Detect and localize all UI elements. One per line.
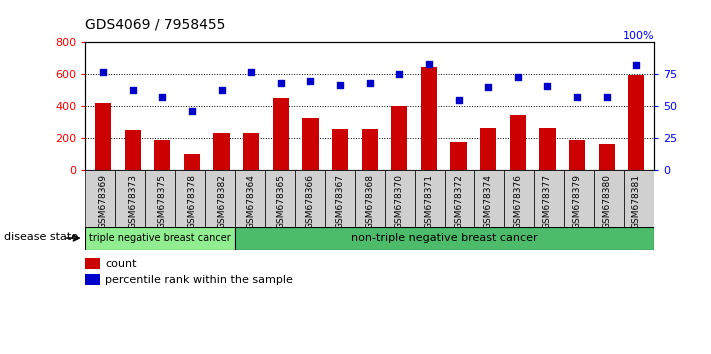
Bar (235, 227, 654, 250)
Point (127, 87, 139, 92)
Text: GSM678374: GSM678374 (483, 175, 493, 229)
Point (572, 95, 583, 100)
Bar (504, 170, 535, 227)
Bar (421, 67, 437, 170)
Bar (444, 170, 474, 227)
Text: GSM678379: GSM678379 (572, 175, 582, 229)
Text: 100%: 100% (623, 31, 654, 41)
Bar (624, 170, 654, 227)
Point (483, 84, 494, 90)
Bar (213, 133, 230, 170)
Bar (540, 128, 555, 170)
Bar (154, 141, 171, 170)
Point (305, 78, 316, 84)
Bar (362, 129, 378, 170)
Bar (85, 274, 100, 285)
Bar (95, 103, 111, 170)
Bar (145, 170, 175, 227)
Bar (235, 170, 265, 227)
Text: GSM678378: GSM678378 (188, 175, 196, 229)
Text: GSM678372: GSM678372 (454, 175, 463, 229)
Point (186, 108, 198, 114)
Point (631, 63, 642, 68)
Bar (569, 141, 585, 170)
Text: GSM678375: GSM678375 (158, 175, 167, 229)
Bar (124, 130, 141, 170)
Bar (480, 128, 496, 170)
Bar (385, 170, 415, 227)
Bar (175, 170, 205, 227)
Text: GSM678365: GSM678365 (277, 175, 285, 229)
Bar (415, 170, 444, 227)
Text: GSM678369: GSM678369 (99, 175, 107, 229)
Text: GSM678367: GSM678367 (336, 175, 345, 229)
Point (275, 80, 287, 86)
Point (423, 61, 434, 67)
Point (97, 69, 109, 75)
Bar (184, 154, 200, 170)
Bar (355, 170, 385, 227)
Point (601, 95, 612, 100)
Bar (302, 118, 319, 170)
Point (216, 87, 228, 92)
Text: GSM678371: GSM678371 (424, 175, 434, 229)
Text: GSM678377: GSM678377 (543, 175, 552, 229)
Text: GSM678376: GSM678376 (513, 175, 523, 229)
Text: GSM678368: GSM678368 (365, 175, 374, 229)
Bar (265, 170, 295, 227)
Text: count: count (105, 259, 137, 269)
Bar (510, 115, 526, 170)
Point (394, 72, 405, 77)
Text: percentile rank within the sample: percentile rank within the sample (105, 275, 293, 285)
Text: GSM678364: GSM678364 (247, 175, 256, 229)
Text: GDS4069 / 7958455: GDS4069 / 7958455 (85, 18, 225, 32)
Point (542, 83, 553, 88)
Bar (85, 170, 115, 227)
Text: triple negative breast cancer: triple negative breast cancer (90, 233, 231, 243)
Bar (594, 170, 624, 227)
Bar (243, 133, 260, 170)
Bar (535, 170, 565, 227)
Bar (115, 170, 145, 227)
Text: GSM678382: GSM678382 (217, 175, 226, 229)
Point (156, 95, 168, 100)
Point (512, 74, 523, 80)
Text: GSM678366: GSM678366 (306, 175, 315, 229)
Bar (85, 258, 100, 269)
Bar (391, 106, 407, 170)
Bar (451, 142, 466, 170)
Bar (325, 170, 355, 227)
Bar (273, 98, 289, 170)
Bar (205, 170, 235, 227)
Point (453, 97, 464, 103)
Bar (332, 129, 348, 170)
Text: GSM678373: GSM678373 (128, 175, 137, 229)
Bar (295, 170, 325, 227)
Bar (629, 75, 644, 170)
Text: GSM678381: GSM678381 (632, 175, 641, 229)
Point (245, 69, 257, 75)
Bar (599, 144, 615, 170)
Bar (474, 170, 504, 227)
Text: GSM678370: GSM678370 (395, 175, 404, 229)
Bar (565, 170, 594, 227)
Text: GSM678380: GSM678380 (602, 175, 611, 229)
Point (364, 80, 375, 86)
Point (334, 82, 346, 87)
Text: disease state: disease state (4, 232, 78, 242)
Bar (85, 227, 235, 250)
Text: non-triple negative breast cancer: non-triple negative breast cancer (351, 233, 538, 243)
